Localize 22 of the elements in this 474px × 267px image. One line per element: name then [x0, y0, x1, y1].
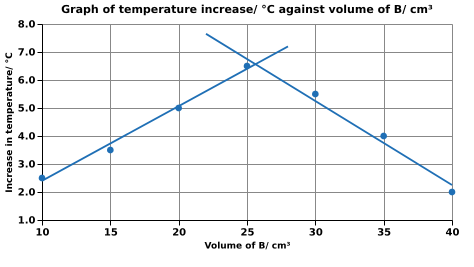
x-axis-title: Volume of B/ cm³: [204, 242, 291, 252]
x-tick-label: 15: [104, 228, 118, 238]
point: [380, 132, 388, 140]
x-tick-label: 40: [446, 228, 460, 238]
point: [106, 146, 114, 154]
x-tick-label: 30: [308, 228, 323, 238]
x-tick-label: 35: [377, 228, 392, 238]
point: [312, 90, 319, 98]
x-tick-label: 10: [36, 228, 50, 238]
y-tick-label: 5.0: [18, 104, 36, 114]
point: [448, 188, 456, 196]
x-tick-label: 25: [240, 228, 254, 238]
y-tick-label: 2.0: [18, 188, 36, 198]
y-axis-title: Increase in temperature/ °C: [4, 52, 15, 193]
y-tick-label: 1.0: [18, 216, 36, 226]
y-tick-label: 7.0: [18, 48, 36, 58]
y-tick-label: 8.0: [18, 20, 36, 30]
y-tick-label: 4.0: [18, 132, 36, 142]
x-tick-label: 20: [172, 228, 186, 238]
y-tick-label: 6.0: [18, 76, 36, 86]
y-tick-label: 3.0: [18, 160, 36, 170]
chart-title: Graph of temperature increase/ °C against volume of B/ cm³: [61, 3, 434, 16]
